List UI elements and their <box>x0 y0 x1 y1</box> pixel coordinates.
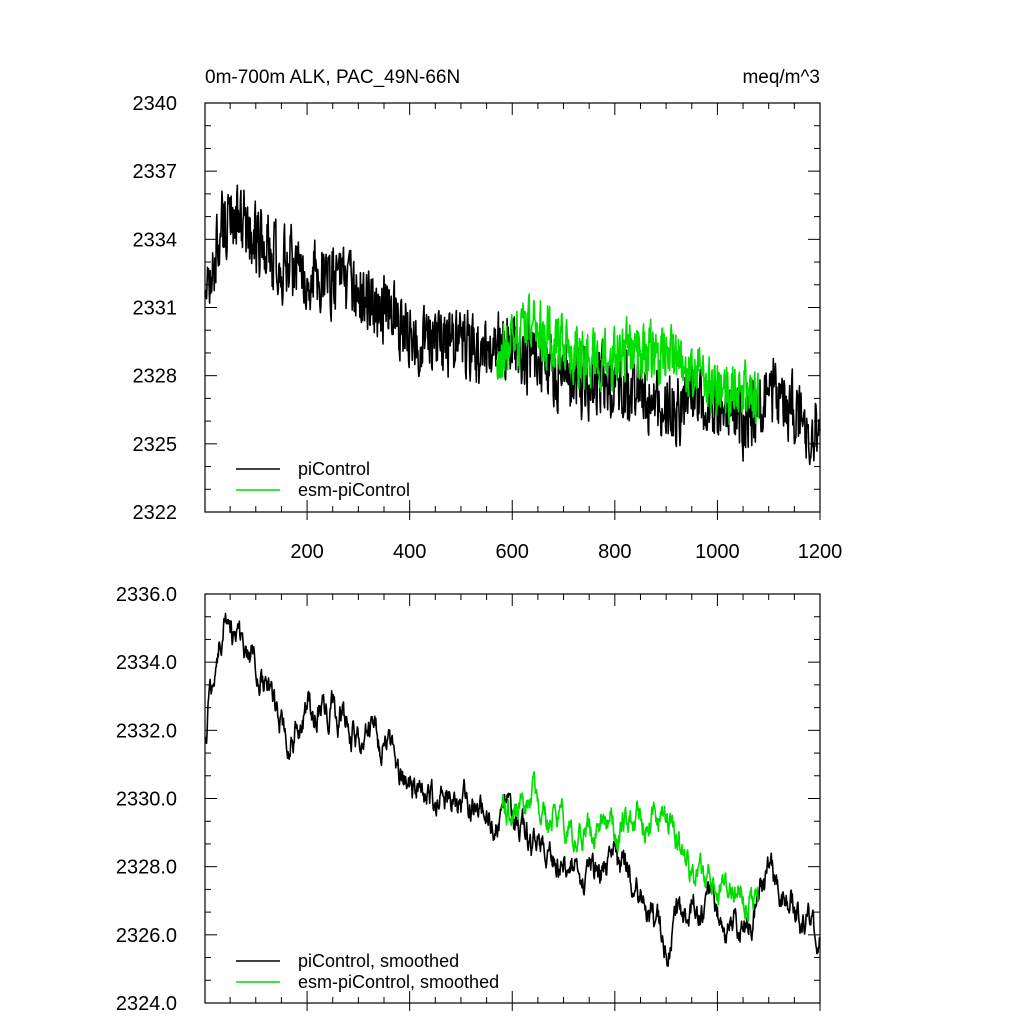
bottom-legend: piControl, smoothed esm-piControl, smoot… <box>236 951 499 992</box>
y-tick-label: 2336.0 <box>116 584 177 606</box>
series-line-picontrol <box>204 184 821 466</box>
top-axis-ticks: 2322 2325 2328 2331 2334 2337 2340 200 400 600 800… <box>133 93 843 563</box>
y-tick-label: 2328.0 <box>116 857 177 879</box>
top-units: meq/m^3 <box>742 67 820 88</box>
x-tick-label: 1200 <box>798 541 843 563</box>
bottom-series-lines <box>204 612 821 967</box>
y-tick-label: 2330.0 <box>116 789 177 811</box>
bottom-panel: 2324.0 2326.0 2328.0 2330.0 2332.0 2334.0 2336… <box>116 584 821 1015</box>
legend-label-esm-picontrol-smoothed: esm-piControl, smoothed <box>298 972 499 992</box>
y-tick-label: 2325 <box>133 434 178 456</box>
y-tick-label: 2328 <box>133 366 178 388</box>
bottom-axis-ticks: 2324.0 2326.0 2328.0 2330.0 2332.0 2334.0 2336… <box>116 584 821 1015</box>
y-tick-label: 2334.0 <box>116 652 177 674</box>
top-title: 0m-700m ALK, PAC_49N-66N <box>205 67 460 88</box>
series-line-esm-picontrol-smoothed <box>501 770 760 923</box>
bottom-plot-frame <box>204 593 821 1004</box>
x-tick-label: 1000 <box>695 541 740 563</box>
top-legend: piControl esm-piControl <box>236 459 410 500</box>
x-tick-label: 400 <box>393 541 426 563</box>
y-tick-label: 2331 <box>133 298 178 320</box>
y-tick-label: 2334 <box>133 229 178 251</box>
legend-label-esm-picontrol: esm-piControl <box>298 480 410 500</box>
y-tick-label: 2337 <box>133 161 178 183</box>
y-tick-label: 2332.0 <box>116 720 177 742</box>
series-line-esm-picontrol <box>496 293 760 426</box>
x-tick-label: 800 <box>598 541 631 563</box>
x-tick-label: 200 <box>290 541 323 563</box>
top-series-lines <box>204 184 821 466</box>
y-tick-label: 2326.0 <box>116 925 177 947</box>
y-tick-label: 2340 <box>133 93 178 115</box>
y-tick-label: 2324.0 <box>116 993 177 1015</box>
top-panel: 0m-700m ALK, PAC_49N-66N meq/m^3 2322232… <box>133 67 843 563</box>
top-plot-frame <box>204 102 821 513</box>
legend-label-picontrol-smoothed: piControl, smoothed <box>298 951 459 971</box>
y-tick-label: 2322 <box>133 502 178 524</box>
x-tick-label: 600 <box>496 541 529 563</box>
legend-label-picontrol: piControl <box>298 459 370 479</box>
series-line-picontrol-smoothed <box>204 612 821 967</box>
